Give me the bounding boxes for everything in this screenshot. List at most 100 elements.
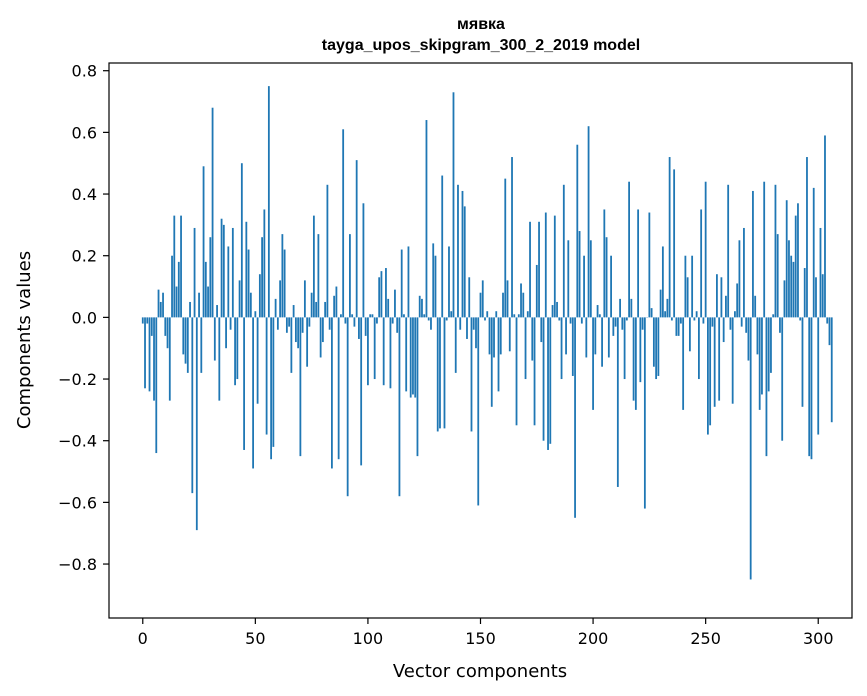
bar [763, 181, 766, 318]
y-tick-label: 0.6 [72, 123, 97, 142]
bar [702, 317, 705, 324]
bar [146, 317, 149, 324]
bar [479, 292, 482, 318]
bar [549, 317, 552, 444]
bar [628, 181, 630, 318]
y-tick-label: −0.2 [58, 370, 97, 389]
bar [614, 317, 617, 327]
bar [432, 243, 435, 318]
bar [252, 317, 254, 469]
bar [358, 317, 360, 339]
bar [373, 317, 376, 380]
x-axis-ticks: 0 50 100 150 200 250 300 [138, 618, 834, 648]
bar [236, 317, 239, 380]
bar [477, 317, 480, 506]
bar [711, 317, 714, 327]
bar [240, 163, 243, 318]
bar [164, 317, 167, 336]
bar [571, 317, 574, 376]
bar [475, 317, 477, 349]
bar [448, 246, 450, 318]
bar [213, 317, 216, 361]
bar [621, 317, 624, 330]
y-tick-label: 0.8 [72, 62, 97, 81]
bar [364, 317, 367, 336]
bar [328, 317, 331, 330]
bar [439, 317, 441, 429]
x-tick-label: 50 [245, 629, 265, 648]
bar [177, 261, 180, 318]
bar [695, 311, 698, 318]
bar [306, 317, 309, 367]
bar [583, 255, 585, 318]
bar [812, 187, 815, 318]
bar [414, 317, 417, 398]
bar [261, 237, 263, 318]
bar [173, 215, 176, 318]
bar [436, 317, 439, 432]
bar [598, 314, 601, 318]
bar [486, 311, 489, 318]
bar [182, 317, 185, 355]
bar [227, 246, 230, 318]
x-tick-label: 200 [578, 629, 609, 648]
bar [547, 317, 549, 450]
bar [542, 317, 545, 441]
bar [533, 317, 536, 426]
bar [466, 317, 468, 339]
bar [186, 317, 189, 373]
bar [407, 246, 410, 318]
bar [610, 255, 612, 318]
bar [445, 317, 448, 321]
bar [792, 261, 795, 318]
bar [400, 249, 403, 318]
bar [540, 317, 543, 343]
bar [803, 268, 806, 318]
bar [815, 277, 817, 318]
bar [396, 317, 399, 333]
bar [389, 317, 392, 389]
bar [824, 135, 826, 318]
bar [297, 317, 300, 349]
bar [168, 317, 171, 401]
bar [513, 314, 516, 318]
bar [299, 317, 302, 457]
bar [664, 311, 667, 318]
bar [270, 317, 273, 460]
y-tick-label: −0.6 [58, 493, 97, 512]
bar [207, 286, 209, 318]
bar [434, 255, 437, 318]
x-axis-label: Vector components [393, 661, 567, 682]
bar [342, 129, 345, 318]
x-tick-label: 150 [465, 629, 496, 648]
bar [607, 317, 610, 358]
bar [589, 240, 592, 318]
bars-group [141, 86, 833, 580]
bar [285, 317, 288, 333]
bar [378, 277, 381, 318]
bar [743, 227, 745, 318]
bar [369, 314, 372, 318]
y-tick-label: −0.8 [58, 555, 97, 574]
bar [360, 317, 363, 466]
bar [319, 317, 322, 358]
bar [209, 237, 212, 318]
bar [781, 317, 784, 441]
bar [524, 317, 527, 380]
bar [794, 215, 797, 318]
bar [301, 317, 304, 333]
bar [425, 120, 428, 318]
bar [346, 317, 349, 497]
bar [623, 317, 626, 380]
bar [481, 280, 484, 318]
bar [625, 317, 628, 321]
bar [391, 317, 394, 324]
bar [490, 317, 493, 407]
bar [567, 240, 570, 318]
bar [749, 317, 752, 580]
bar [754, 295, 757, 318]
bar [150, 317, 153, 336]
bar [200, 317, 203, 373]
bar [484, 317, 486, 321]
bar [817, 317, 820, 435]
